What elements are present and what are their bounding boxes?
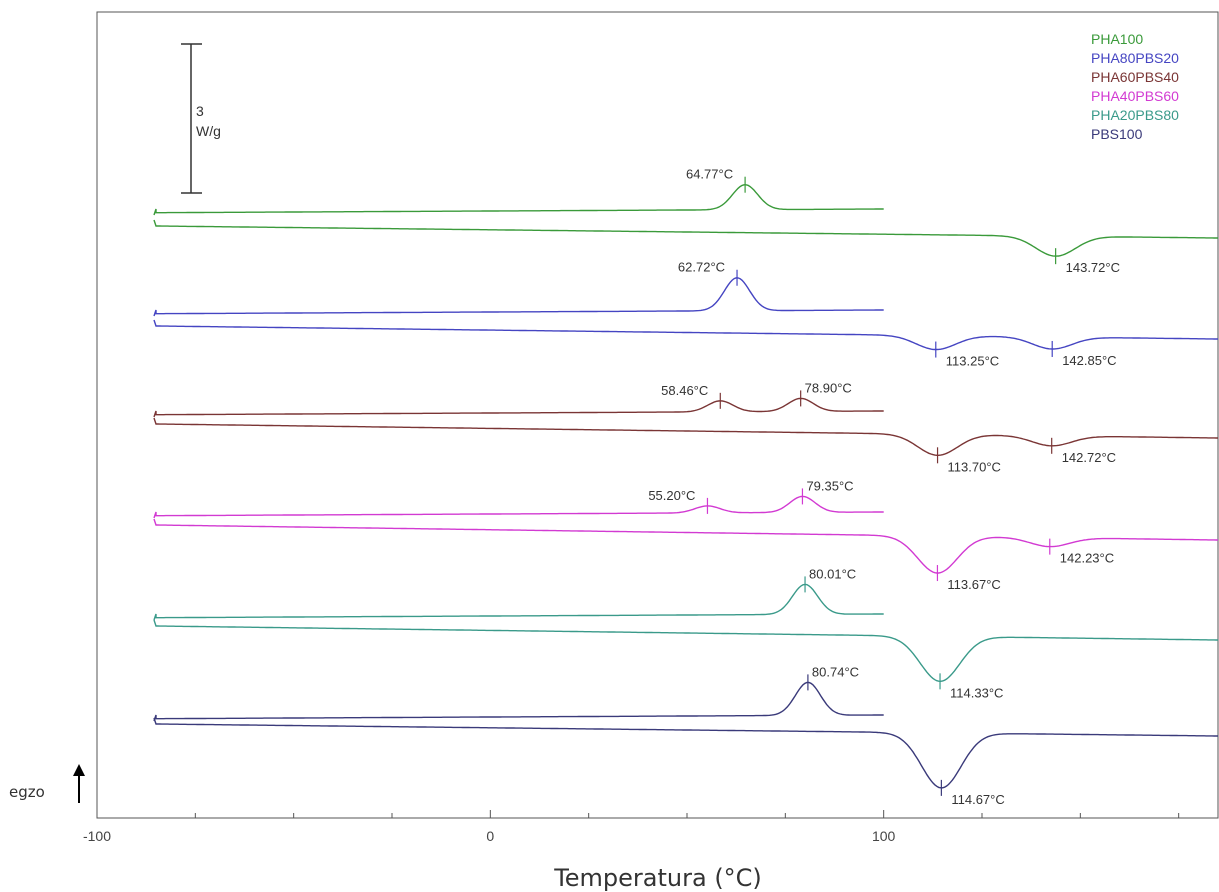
peak-label: 80.01°C (809, 566, 856, 581)
cooling-curve (153, 681, 884, 722)
x-tick-label: 0 (486, 828, 494, 844)
exo-indicator: egzo (9, 764, 85, 803)
peak-label: 113.25°C (946, 354, 999, 369)
scale-bar-value: 3 (196, 103, 204, 119)
legend: PHA100 PHA80PBS20 PHA60PBS40 PHA40PBS60 PHA2… (1091, 31, 1179, 142)
peak-label: 78.90°C (805, 380, 852, 395)
legend-entry: PHA100 (1091, 31, 1143, 47)
cooling-curve (153, 184, 884, 216)
x-tick-label: 100 (872, 828, 896, 844)
heating-curve (153, 319, 1218, 351)
curves-group (153, 176, 1218, 796)
heating-curve (153, 717, 1218, 789)
x-axis: -100 0 100 (83, 810, 1180, 844)
peak-label: 114.33°C (950, 685, 1003, 700)
scale-bar-unit: W/g (196, 123, 221, 139)
legend-entry: PBS100 (1091, 126, 1143, 142)
peak-label: 79.35°C (806, 478, 853, 493)
exo-label: egzo (9, 783, 45, 801)
legend-entry: PHA60PBS40 (1091, 69, 1179, 85)
peak-label: 142.72°C (1062, 450, 1116, 465)
legend-entry: PHA80PBS20 (1091, 50, 1179, 66)
peak-label: 80.74°C (812, 664, 859, 679)
peak-labels-group: 64.77°C 143.72°C 62.72°C 113.25°C 142.85°C 58… (648, 167, 1120, 807)
peak-label: 58.46°C (661, 383, 708, 398)
x-tick-label: -100 (83, 828, 111, 844)
heating-curve (153, 619, 1218, 683)
cooling-curve (153, 397, 884, 418)
peak-label: 114.67°C (951, 792, 1004, 807)
peak-label: 113.67°C (947, 577, 1000, 592)
heating-curve (153, 518, 1218, 574)
peak-label: 113.70°C (948, 459, 1001, 474)
x-axis-title: Temperatura (°C) (553, 864, 762, 892)
cooling-curve (153, 583, 884, 621)
peak-label: 142.23°C (1060, 551, 1114, 566)
legend-entry: PHA40PBS60 (1091, 88, 1179, 104)
cooling-curve (153, 495, 884, 519)
peak-label: 64.77°C (686, 167, 733, 182)
cooling-curve (153, 277, 884, 317)
peak-label: 143.72°C (1066, 260, 1120, 275)
heating-curve (153, 219, 1218, 257)
heating-curve (153, 417, 1218, 456)
peak-label: 142.85°C (1062, 353, 1116, 368)
peak-label: 62.72°C (678, 260, 725, 275)
legend-entry: PHA20PBS80 (1091, 107, 1179, 123)
plot-frame (96, 11, 1219, 819)
peak-label: 55.20°C (648, 488, 695, 503)
exo-arrowhead-icon (73, 764, 85, 776)
scale-bar: 3 W/g (181, 43, 221, 194)
